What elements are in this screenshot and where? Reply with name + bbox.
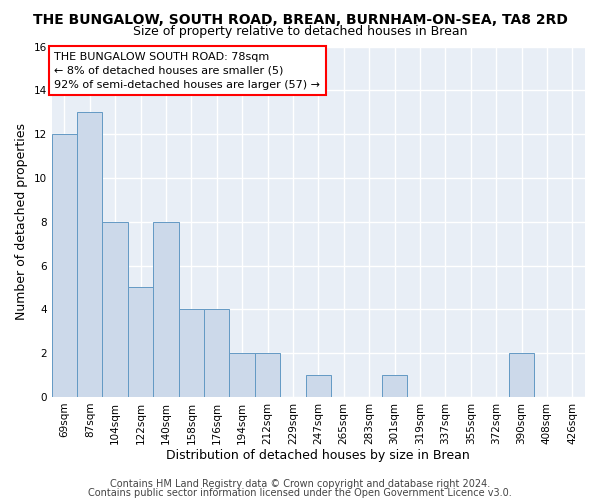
Text: THE BUNGALOW SOUTH ROAD: 78sqm
← 8% of detached houses are smaller (5)
92% of se: THE BUNGALOW SOUTH ROAD: 78sqm ← 8% of d… — [55, 52, 320, 90]
Bar — [179, 310, 204, 397]
Bar — [255, 353, 280, 397]
Bar — [509, 353, 534, 397]
Bar — [52, 134, 77, 397]
Bar — [153, 222, 179, 397]
Bar — [103, 222, 128, 397]
Bar — [204, 310, 229, 397]
Bar — [382, 375, 407, 397]
Bar — [229, 353, 255, 397]
Bar — [128, 288, 153, 397]
Y-axis label: Number of detached properties: Number of detached properties — [15, 123, 28, 320]
Bar — [305, 375, 331, 397]
Text: Contains public sector information licensed under the Open Government Licence v3: Contains public sector information licen… — [88, 488, 512, 498]
Text: Contains HM Land Registry data © Crown copyright and database right 2024.: Contains HM Land Registry data © Crown c… — [110, 479, 490, 489]
Bar — [77, 112, 103, 397]
Text: THE BUNGALOW, SOUTH ROAD, BREAN, BURNHAM-ON-SEA, TA8 2RD: THE BUNGALOW, SOUTH ROAD, BREAN, BURNHAM… — [32, 12, 568, 26]
X-axis label: Distribution of detached houses by size in Brean: Distribution of detached houses by size … — [166, 450, 470, 462]
Text: Size of property relative to detached houses in Brean: Size of property relative to detached ho… — [133, 25, 467, 38]
